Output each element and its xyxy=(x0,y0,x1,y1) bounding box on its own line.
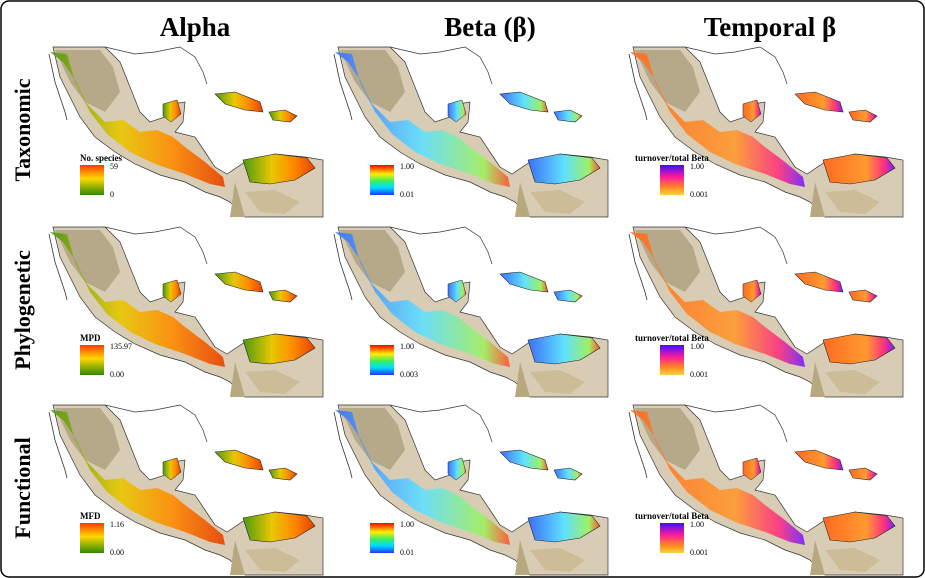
legend-min: 0.003 xyxy=(400,370,418,379)
legend-min: 0.01 xyxy=(400,190,414,199)
legend-min: 0 xyxy=(110,190,114,199)
row-label: Phylogenetic xyxy=(10,250,35,370)
legend-max: 1.00 xyxy=(690,162,704,171)
legend-max: 1.00 xyxy=(690,342,704,351)
legend-min: 0.001 xyxy=(690,548,708,557)
legend-colorbar xyxy=(80,165,104,195)
legend-colorbar xyxy=(80,345,104,375)
legend-max: 1.16 xyxy=(110,520,124,529)
legend-colorbar xyxy=(80,523,104,553)
legend-max: 135.97 xyxy=(110,342,132,351)
column-header: Alpha xyxy=(160,12,231,42)
legend-colorbar xyxy=(370,165,394,195)
map-overlay xyxy=(215,92,263,112)
legend-min: 0.00 xyxy=(110,370,124,379)
legend-max: 1.00 xyxy=(400,342,414,351)
legend-colorbar xyxy=(660,345,684,375)
map-overlay xyxy=(795,272,843,292)
map-overlay xyxy=(554,468,582,480)
map-overlay xyxy=(795,450,843,470)
map-panel: MFD 1.16 0.00 xyxy=(49,405,323,575)
map-overlay xyxy=(269,290,297,302)
figure: Alpha Beta (β) Temporal β Taxonomic Phylogen… xyxy=(0,0,925,578)
row-label: Functional xyxy=(10,437,35,538)
legend-title: MPD xyxy=(80,333,101,343)
legend-min: 0.00 xyxy=(110,548,124,557)
legend-max: 1.00 xyxy=(400,162,414,171)
map-overlay xyxy=(554,290,582,302)
map-panel: 1.00 0.01 xyxy=(334,47,608,217)
map-overlay xyxy=(269,110,297,122)
legend-colorbar xyxy=(370,523,394,553)
map-overlay xyxy=(215,450,263,470)
map-overlay xyxy=(849,110,877,122)
legend-title: MFD xyxy=(80,511,101,521)
map-overlay xyxy=(500,272,548,292)
legend-max: 59 xyxy=(110,162,118,171)
legend-min: 0.001 xyxy=(690,190,708,199)
map-overlay xyxy=(500,92,548,112)
row-label: Taxonomic xyxy=(10,78,35,181)
map-panel: MPD 135.97 0.00 xyxy=(49,227,323,397)
map-overlay xyxy=(849,290,877,302)
legend-colorbar xyxy=(660,523,684,553)
legend-colorbar xyxy=(370,345,394,375)
map-panel: 1.00 0.01 xyxy=(334,405,608,575)
column-header: Temporal β xyxy=(704,12,836,42)
map-panel: 1.00 0.003 xyxy=(334,227,608,397)
map-overlay xyxy=(849,468,877,480)
legend-max: 1.00 xyxy=(690,520,704,529)
legend-min: 0.01 xyxy=(400,548,414,557)
map-overlay xyxy=(215,272,263,292)
column-header: Beta (β) xyxy=(444,12,535,42)
map-overlay xyxy=(795,92,843,112)
legend-min: 0.001 xyxy=(690,370,708,379)
legend-max: 1.00 xyxy=(400,520,414,529)
map-overlay xyxy=(269,468,297,480)
legend-colorbar xyxy=(660,165,684,195)
map-overlay xyxy=(554,110,582,122)
map-overlay xyxy=(500,450,548,470)
